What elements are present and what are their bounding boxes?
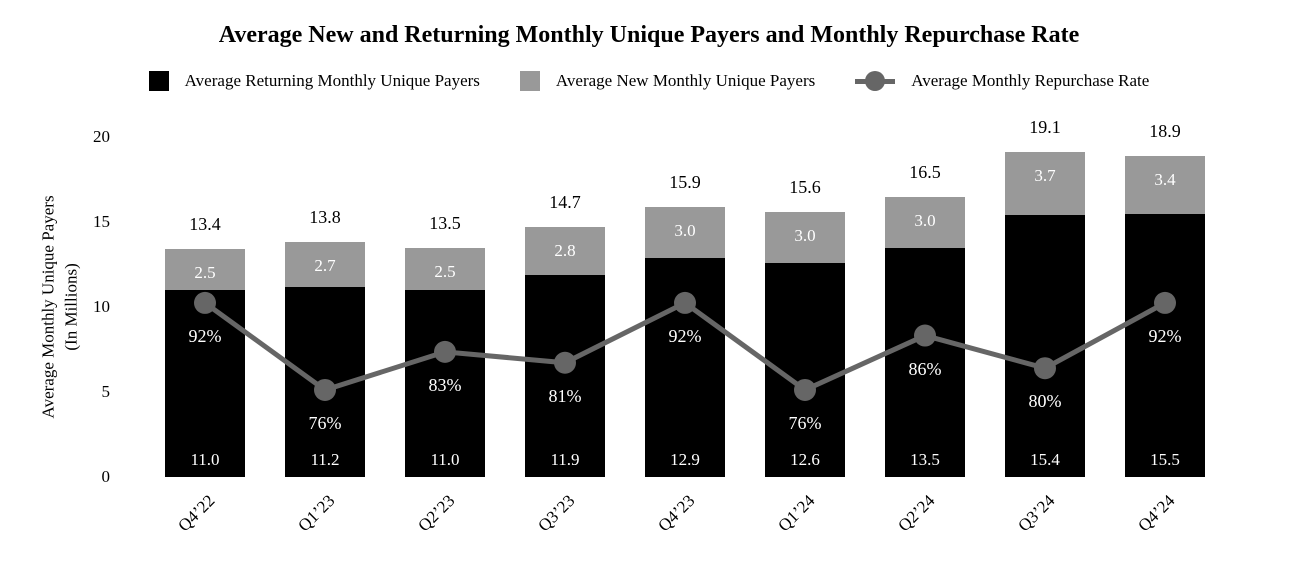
x-axis-category-label: Q1’23 (294, 491, 339, 536)
bar-new-segment (1005, 152, 1085, 216)
new-value-label: 3.0 (914, 210, 936, 230)
repurchase-rate-label: 80% (1028, 391, 1062, 412)
bar-returning-segment (525, 274, 605, 477)
repurchase-rate-label: 92% (668, 325, 702, 346)
bar-new-segment (285, 242, 365, 287)
x-axis-category-label: Q4’23 (654, 491, 699, 536)
bar-new-segment (165, 249, 245, 290)
new-value-label: 2.5 (434, 261, 456, 281)
bar-new-segment (885, 196, 965, 248)
legend-label-new: Average New Monthly Unique Payers (555, 71, 816, 90)
total-value-label: 13.8 (309, 207, 341, 228)
bar-returning-segment (165, 290, 245, 477)
total-value-label: 15.9 (669, 171, 701, 192)
repurchase-rate-label: 83% (428, 374, 462, 395)
new-value-label: 3.0 (674, 220, 696, 240)
new-value-label: 3.7 (1034, 166, 1056, 186)
total-value-label: 13.4 (189, 214, 221, 235)
total-value-label: 19.1 (1029, 117, 1061, 138)
bar-new-segment (405, 247, 485, 290)
new-value-label: 2.5 (194, 263, 216, 283)
x-axis-category-label: Q3’23 (534, 491, 579, 536)
x-axis-category-label: Q4’24 (1134, 491, 1179, 536)
repurchase-rate-label: 81% (548, 385, 582, 406)
returning-value-label: 11.0 (430, 450, 460, 469)
bar-returning-segment (1005, 215, 1085, 477)
repurchase-rate-label: 76% (308, 412, 342, 433)
returning-value-label: 11.2 (310, 450, 340, 469)
bar-new-segment (1125, 155, 1205, 214)
returning-value-label: 12.9 (670, 450, 700, 469)
total-value-label: 18.9 (1149, 120, 1181, 141)
x-axis-category-label: Q2’24 (894, 491, 939, 536)
x-axis-category-label: Q4’22 (174, 491, 219, 536)
new-value-label: 2.8 (554, 241, 576, 261)
x-axis-category-label: Q1’24 (774, 491, 819, 536)
returning-value-label: 11.0 (190, 450, 220, 469)
bar-new-segment (525, 227, 605, 275)
x-axis-category-label: Q3’24 (1014, 491, 1059, 536)
repurchase-rate-label: 92% (1148, 325, 1182, 346)
bar-returning-segment (765, 262, 845, 477)
total-value-label: 14.7 (549, 192, 581, 213)
total-value-label: 15.6 (789, 176, 821, 197)
bar-returning-segment (645, 257, 725, 477)
x-axis-category-label: Q2’23 (414, 491, 459, 536)
returning-value-label: 15.4 (1030, 450, 1060, 469)
repurchase-rate-label: 86% (908, 358, 942, 379)
new-value-label: 2.7 (314, 256, 336, 276)
returning-value-label: 15.5 (1150, 450, 1180, 469)
returning-value-label: 11.9 (550, 450, 580, 469)
bar-new-segment (645, 206, 725, 258)
legend: Average Returning Monthly Unique Payers … (0, 66, 1298, 96)
returning-payers-swatch-icon (148, 71, 169, 91)
legend-label-repurchase: Average Monthly Repurchase Rate (911, 71, 1150, 90)
new-payers-swatch-icon (519, 71, 540, 91)
legend-item-new: Average New Monthly Unique Payers (519, 71, 816, 91)
y-axis-tick-label: 5 (101, 382, 111, 401)
y-axis-tick-label: 10 (93, 297, 110, 316)
y-axis-tick-label: 0 (101, 467, 111, 486)
bar-returning-segment (285, 286, 365, 477)
new-value-label: 3.4 (1154, 169, 1176, 189)
y-axis-tick-label: 15 (93, 212, 110, 231)
repurchase-rate-label: 92% (188, 325, 222, 346)
repurchase-rate-line-marker-icon (855, 71, 896, 91)
y-axis-title-line1: Average Monthly Unique Payers (38, 195, 58, 419)
new-value-label: 3.0 (794, 225, 816, 245)
total-value-label: 16.5 (909, 161, 941, 182)
legend-label-returning: Average Returning Monthly Unique Payers (184, 71, 480, 90)
y-axis-tick-label: 20 (93, 127, 110, 146)
total-value-label: 13.5 (429, 212, 461, 233)
plot-area: 0 5 10 15 20 13.4 2.5 11.0 92% Q4’22 13.8 2.7 11.2 76… (93, 118, 1225, 535)
bar-new-segment (765, 211, 845, 263)
repurchase-rate-label: 76% (788, 412, 822, 433)
returning-value-label: 12.6 (790, 450, 820, 469)
returning-value-label: 13.5 (910, 450, 940, 469)
legend-item-returning: Average Returning Monthly Unique Payers (148, 71, 480, 91)
legend-item-repurchase: Average Monthly Repurchase Rate (855, 71, 1149, 91)
chart-title: Average New and Returning Monthly Unique… (218, 22, 1080, 48)
